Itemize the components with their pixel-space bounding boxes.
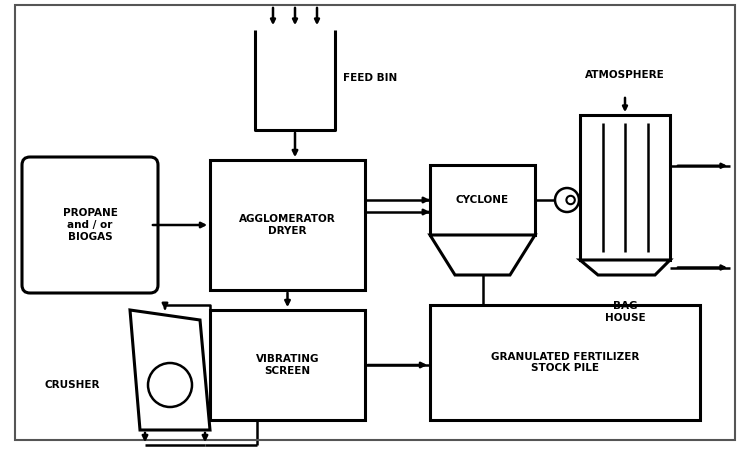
- Text: BAG
HOUSE: BAG HOUSE: [604, 301, 645, 323]
- Bar: [430, 165, 535, 235]
- Polygon shape: [580, 260, 670, 275]
- Polygon shape: [430, 235, 535, 275]
- Bar: [210, 160, 365, 290]
- Text: CRUSHER: CRUSHER: [44, 380, 100, 390]
- Text: AGGLOMERATOR
DRYER: AGGLOMERATOR DRYER: [239, 214, 336, 236]
- Text: VIBRATING
SCREEN: VIBRATING SCREEN: [256, 354, 320, 376]
- Bar: [580, 115, 670, 260]
- Text: FEED BIN: FEED BIN: [343, 73, 398, 83]
- Bar: [210, 310, 365, 420]
- Polygon shape: [130, 310, 210, 430]
- Bar: [430, 305, 700, 420]
- Text: GRANULATED FERTILIZER
STOCK PILE: GRANULATED FERTILIZER STOCK PILE: [490, 352, 639, 374]
- Circle shape: [555, 188, 579, 212]
- Text: CYCLONE: CYCLONE: [456, 195, 509, 205]
- FancyBboxPatch shape: [22, 157, 158, 293]
- Text: ATMOSPHERE: ATMOSPHERE: [585, 70, 664, 80]
- Text: PROPANE
and / or
BIOGAS: PROPANE and / or BIOGAS: [62, 208, 118, 242]
